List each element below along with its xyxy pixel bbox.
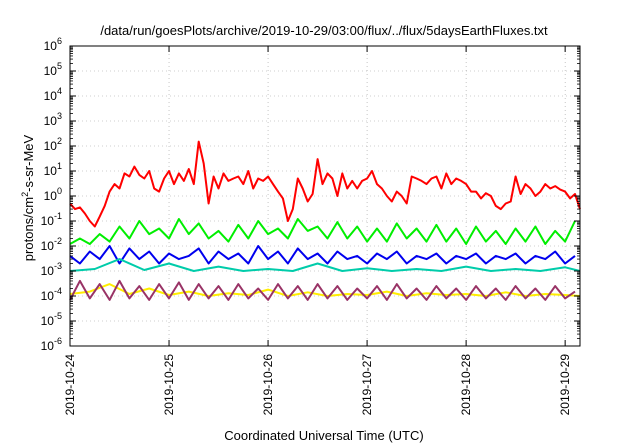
y-tick-label: 10-6 xyxy=(41,336,62,353)
y-axis-title: protons/cm2-s-sr-MeV xyxy=(20,134,36,261)
y-tick-label-base: 10 xyxy=(41,214,55,228)
y-tick-label-exp: 3 xyxy=(57,111,62,121)
y-tick-label-exp: 2 xyxy=(57,136,62,146)
y-axis-title-sup: 2 xyxy=(20,192,30,197)
y-tick-label: 10-1 xyxy=(41,211,62,228)
y-tick-label-base: 10 xyxy=(41,314,55,328)
series-layer xyxy=(69,140,581,301)
y-tick-label-base: 10 xyxy=(44,164,58,178)
y-tick-label-exp: 1 xyxy=(57,161,62,171)
y-tick-label-exp: -1 xyxy=(54,211,62,221)
x-tick-label: 2019-10-29 xyxy=(558,354,572,416)
y-tick-label-base: 10 xyxy=(44,64,58,78)
y-tick-label-exp: 5 xyxy=(57,61,62,71)
x-tick-label: 2019-10-27 xyxy=(360,354,374,416)
y-tick-label: 106 xyxy=(44,36,62,53)
y-tick-label: 102 xyxy=(44,136,62,153)
y-tick-label: 10-4 xyxy=(41,286,62,303)
x-tick-label: 2019-10-25 xyxy=(162,354,176,416)
y-tick-label-exp: 0 xyxy=(57,186,62,196)
series-line-1 xyxy=(69,218,576,245)
y-tick-label-base: 10 xyxy=(41,289,55,303)
y-tick-label: 10-3 xyxy=(41,261,62,278)
y-tick-label-base: 10 xyxy=(44,189,58,203)
series-line-0 xyxy=(69,140,581,228)
y-tick-label: 103 xyxy=(44,111,62,128)
y-tick-label-base: 10 xyxy=(44,39,58,53)
x-tick-label: 2019-10-26 xyxy=(261,354,275,416)
x-tick-label: 2019-10-24 xyxy=(63,354,77,416)
y-tick-label-base: 10 xyxy=(44,139,58,153)
y-tick-label-base: 10 xyxy=(41,264,55,278)
y-tick-label-exp: -6 xyxy=(54,336,62,346)
y-tick-label-exp: -5 xyxy=(54,311,62,321)
y-tick-label: 10-5 xyxy=(41,311,62,328)
y-tick-label-exp: 4 xyxy=(57,86,62,96)
y-axis: 10-610-510-410-310-210-11001011021031041… xyxy=(41,36,580,353)
grid xyxy=(70,46,580,346)
y-tick-label-base: 10 xyxy=(41,239,55,253)
chart-title: /data/run/goesPlots/archive/2019-10-29/0… xyxy=(100,23,548,38)
y-axis-title-base: protons/cm xyxy=(21,197,36,261)
y-tick-label-base: 10 xyxy=(44,89,58,103)
y-tick-label: 10-2 xyxy=(41,236,62,253)
y-tick-label-exp: -2 xyxy=(54,236,62,246)
y-tick-label: 105 xyxy=(44,61,62,78)
series-line-3 xyxy=(69,258,581,272)
x-axis-title: Coordinated Universal Time (UTC) xyxy=(224,428,423,443)
y-axis-title-tail: -s-sr-MeV xyxy=(21,134,36,191)
y-tick-label-base: 10 xyxy=(41,339,55,353)
y-tick-label-exp: -3 xyxy=(54,261,62,271)
series-line-5 xyxy=(69,279,576,301)
x-axis: 2019-10-24 2019-10-25 2019-10-26 2019-10-27… xyxy=(63,46,572,415)
y-tick-label: 100 xyxy=(44,186,62,203)
y-tick-label: 104 xyxy=(44,86,62,103)
x-tick-label: 2019-10-28 xyxy=(459,354,473,416)
y-tick-label: 101 xyxy=(44,161,62,178)
series-line-2 xyxy=(69,245,576,265)
y-tick-label-base: 10 xyxy=(44,114,58,128)
y-tick-label-exp: -4 xyxy=(54,286,62,296)
y-tick-label-exp: 6 xyxy=(57,36,62,46)
